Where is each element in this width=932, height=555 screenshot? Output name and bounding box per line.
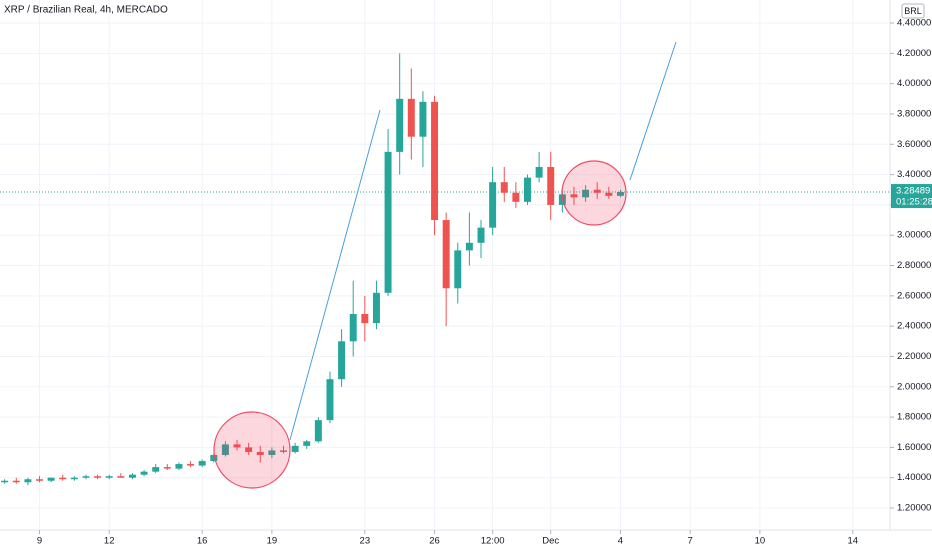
candle-body	[94, 476, 102, 478]
y-tick-label: 3.80000	[897, 108, 931, 119]
y-tick-label: 4.40000	[897, 18, 931, 29]
y-tick-label: 1.80000	[897, 412, 931, 423]
drawings	[213, 41, 677, 489]
currency-box	[901, 3, 925, 19]
candle-body	[442, 220, 450, 289]
candle-body	[477, 227, 485, 243]
countdown: 01:25:28	[896, 197, 932, 208]
y-tick-label: 1.40000	[897, 472, 931, 483]
candle-body	[465, 242, 473, 251]
y-tick-label: 3.40000	[897, 169, 931, 180]
axes: 1.20000 1.40000 1.60000 1.80000 2.00000 2.200…	[37, 18, 932, 547]
candle-body	[582, 189, 590, 198]
candle-body	[47, 477, 55, 481]
x-tick-label: 19	[267, 536, 278, 547]
candle-body	[524, 177, 531, 202]
y-tick-label: 2.20000	[897, 351, 931, 362]
y-tick-label: 2.00000	[897, 381, 931, 392]
candle-body	[372, 292, 380, 324]
candle-body	[605, 192, 613, 196]
candle-body	[82, 476, 90, 478]
grid	[0, 0, 890, 530]
candle-body	[163, 467, 171, 469]
candle-body	[36, 479, 43, 481]
candle-body	[535, 167, 543, 178]
y-tick-label: 2.80000	[897, 260, 931, 271]
chart-title: XRP / Brazilian Real, 4h, MERCADO	[4, 5, 168, 16]
candle-body	[175, 464, 183, 469]
candle-body	[384, 151, 392, 293]
candle-body	[233, 444, 241, 448]
highlight-circle	[213, 411, 291, 489]
candle-body	[1, 480, 9, 483]
candle-body	[431, 101, 439, 221]
candle-body	[245, 447, 253, 452]
highlight-circle	[561, 160, 627, 226]
candle-body	[12, 480, 20, 483]
x-tick-label: 16	[197, 536, 208, 547]
candle-body	[140, 471, 148, 475]
x-tick-label: 23	[360, 536, 371, 547]
x-tick-label: 14	[848, 536, 859, 547]
candle-body	[291, 445, 299, 452]
y-tick-label: 2.60000	[897, 290, 931, 301]
x-tick-label: 12:00	[481, 536, 505, 547]
candle-body	[349, 314, 357, 342]
y-tick-label: 4.20000	[897, 48, 931, 59]
candle-body	[24, 479, 32, 483]
candle-body	[489, 182, 497, 228]
last-price-box	[891, 184, 932, 209]
candle-body	[268, 450, 276, 455]
candle-body	[454, 250, 462, 289]
candle-body	[303, 441, 311, 446]
y-tick-label: 3.60000	[897, 139, 931, 150]
candle-body	[407, 98, 415, 137]
candle-body	[419, 101, 427, 137]
candle-body	[210, 454, 218, 462]
y-tick-label: 3.00000	[897, 230, 931, 241]
candle-body	[396, 98, 404, 152]
candle-body	[314, 420, 322, 442]
trend-line	[289, 109, 381, 441]
y-tick-label: 1.60000	[897, 442, 931, 453]
candle-body	[570, 194, 578, 198]
trend-line	[629, 41, 677, 181]
x-tick-label: 4	[618, 536, 623, 547]
y-tick-label: 1.20000	[897, 503, 931, 514]
candle-body	[326, 379, 334, 421]
candle-body	[593, 189, 601, 193]
candle-body	[500, 182, 508, 193]
candle-body	[105, 476, 113, 478]
y-tick-label: 4.00000	[897, 78, 931, 89]
currency: BRL	[904, 6, 922, 16]
y-tick-label: 2.40000	[897, 321, 931, 332]
candle-body	[256, 451, 264, 455]
candle-body	[361, 314, 369, 324]
candle-body	[547, 167, 555, 205]
candle-body	[152, 467, 160, 472]
candle-body	[616, 192, 624, 196]
candle-body	[59, 477, 67, 480]
candle-body	[128, 474, 136, 478]
candle-body	[221, 444, 229, 455]
x-tick-label: Dec	[542, 536, 559, 547]
candle-body	[187, 464, 195, 466]
x-tick-label: 26	[429, 536, 440, 547]
x-tick-label: 10	[755, 536, 766, 547]
candle-body	[198, 461, 206, 466]
candle-body	[512, 192, 520, 202]
x-tick-label: 9	[37, 536, 42, 547]
candle-body	[117, 476, 125, 478]
last-price-label: 3.28489	[896, 186, 930, 197]
candle-body	[280, 450, 287, 452]
candle-body	[338, 341, 346, 380]
candle-body	[70, 477, 78, 480]
x-tick-label: 7	[688, 536, 693, 547]
x-tick-label: 12	[104, 536, 115, 547]
